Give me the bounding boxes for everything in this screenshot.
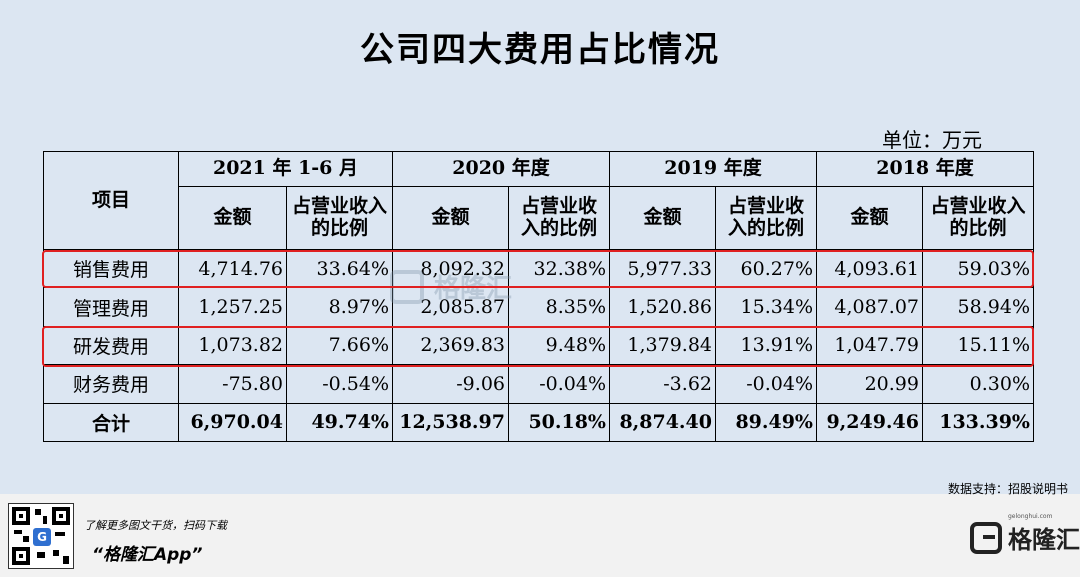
brand-name: 格隆汇	[1008, 526, 1080, 554]
table-row-total: 合计 6,970.04 49.74% 12,538.97 50.18% 8,87…	[43, 402, 1034, 443]
cell-value: 15.34%	[715, 287, 817, 327]
cell-value: 9.48%	[508, 325, 610, 366]
cell-value: 58.94%	[922, 287, 1034, 327]
row-label: 合计	[43, 402, 179, 443]
ratio-header: 占营业收入的比例	[715, 186, 817, 250]
item-header: 项目	[43, 151, 179, 250]
cell-value: 89.49%	[715, 402, 817, 443]
cell-value: 49.74%	[286, 402, 393, 443]
header-row-years: 项目 2021 年 1-6 月 2020 年度 2019 年度 2018 年度	[43, 151, 1034, 250]
brand-site: gelonghui.com	[1008, 513, 1053, 520]
table-row-admin: 管理费用 1,257.25 8.97% 2,085.87 8.35% 1,520…	[43, 287, 1034, 327]
amount-header: 金额	[178, 186, 287, 250]
highlight-box-sales	[42, 250, 1034, 288]
year-header: 2020 年度	[392, 151, 610, 187]
cell-value: 33.64%	[286, 248, 393, 289]
cell-value: 8.97%	[286, 287, 393, 327]
cell-value: 6,970.04	[178, 402, 287, 443]
highlight-box-rnd	[42, 326, 1034, 367]
year-header: 2018 年度	[816, 151, 1034, 187]
table-row-finance: 财务费用 -75.80 -0.54% -9.06 -0.04% -3.62 -0…	[43, 364, 1034, 404]
cell-value: 59.03%	[922, 248, 1034, 289]
source-note: 数据支持：招股说明书	[947, 482, 1068, 496]
amount-header: 金额	[392, 186, 509, 250]
row-label: 管理费用	[43, 287, 179, 327]
expense-table: 项目 2021 年 1-6 月 2020 年度 2019 年度 2018 年度 …	[43, 151, 1034, 443]
ratio-header: 占营业收入的比例	[508, 186, 610, 250]
amount-header: 金额	[816, 186, 923, 250]
cell-value: 4,714.76	[178, 248, 287, 289]
cell-value: -0.54%	[286, 364, 393, 404]
promo-text: 了解更多图文干货，扫码下载	[84, 519, 227, 532]
amount-header: 金额	[609, 186, 716, 250]
year-header: 2021 年 1-6 月	[178, 151, 393, 187]
cell-value: -0.04%	[715, 364, 817, 404]
unit-label: 单位：万元	[882, 128, 982, 152]
cell-value: 0.30%	[922, 364, 1034, 404]
row-label: 销售费用	[43, 248, 179, 289]
cell-value: 5,977.33	[609, 248, 716, 289]
cell-value: 2,369.83	[392, 325, 509, 366]
cell-value: 4,087.07	[816, 287, 923, 327]
cell-value: 12,538.97	[392, 402, 509, 443]
header-row-sub: 金额 占营业收入的比例 金额 占营业收入的比例 金额 占营业收入的比例 金额 占…	[44, 186, 1034, 250]
cell-value: 133.39%	[922, 402, 1034, 443]
ratio-header: 占营业收入的比例	[286, 186, 393, 250]
cell-value: -9.06	[392, 364, 509, 404]
cell-value: 8.35%	[508, 287, 610, 327]
cell-value: 9,249.46	[816, 402, 923, 443]
cell-value: 13.91%	[715, 325, 817, 366]
promo-app-name: “格隆汇App”	[92, 545, 203, 565]
cell-value: 20.99	[816, 364, 923, 404]
cell-value: 8,874.40	[609, 402, 716, 443]
cell-value: 2,085.87	[392, 287, 509, 327]
brand-logo: 格隆汇 gelonghui.com	[970, 513, 1080, 555]
row-label: 财务费用	[43, 364, 179, 404]
year-header: 2019 年度	[609, 151, 817, 187]
cell-value: 1,257.25	[178, 287, 287, 327]
qr-center-logo-icon: G	[33, 528, 51, 546]
cell-value: 1,047.79	[816, 325, 923, 366]
cell-value: 1,073.82	[178, 325, 287, 366]
cell-value: 15.11%	[922, 325, 1034, 366]
cell-value: -0.04%	[508, 364, 610, 404]
brand-mark-icon	[970, 521, 1002, 554]
page-title: 公司四大费用占比情况	[360, 30, 720, 70]
cell-value: 1,520.86	[609, 287, 716, 327]
cell-value: 7.66%	[286, 325, 393, 366]
ratio-header: 占营业收入的比例	[922, 186, 1034, 250]
table-row-sales: 销售费用 4,714.76 33.64% 8,092.32 32.38% 5,9…	[43, 248, 1034, 289]
cell-value: 60.27%	[715, 248, 817, 289]
cell-value: 50.18%	[508, 402, 610, 443]
table-row-rnd: 研发费用 1,073.82 7.66% 2,369.83 9.48% 1,379…	[43, 325, 1034, 366]
cell-value: -75.80	[178, 364, 287, 404]
cell-value: 32.38%	[508, 248, 610, 289]
row-label: 研发费用	[43, 325, 179, 366]
qr-code-icon[interactable]: G	[8, 503, 74, 569]
cell-value: -3.62	[609, 364, 716, 404]
